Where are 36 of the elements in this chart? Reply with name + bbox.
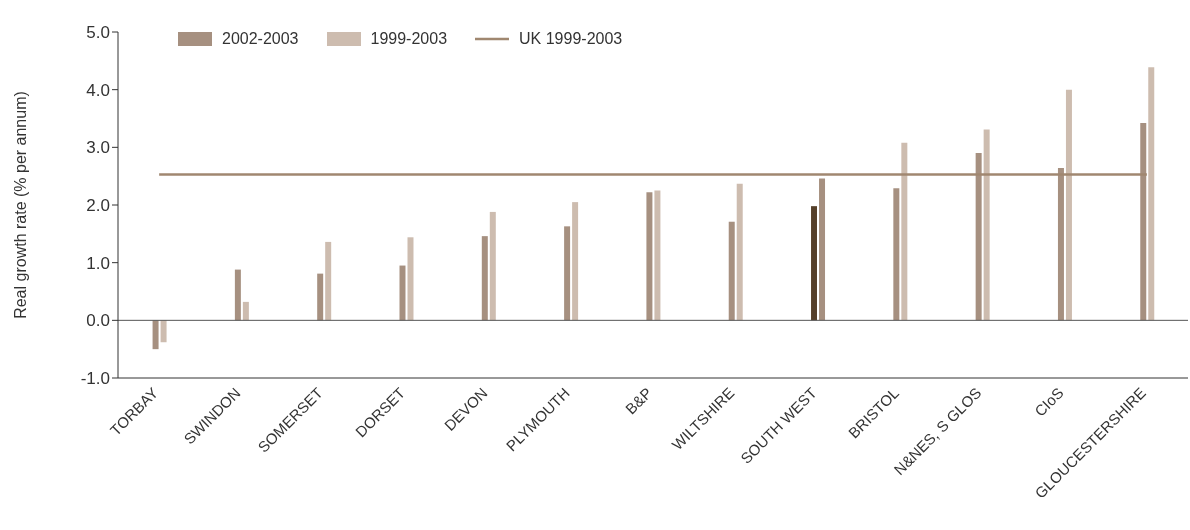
y-tick-label: 3.0 (86, 138, 110, 158)
bar (646, 192, 653, 321)
legend-label: 2002-2003 (222, 30, 299, 48)
bar (407, 237, 414, 321)
bar (654, 190, 661, 321)
bar (152, 320, 159, 350)
y-tick-label: 5.0 (86, 23, 110, 43)
bar (572, 202, 579, 321)
bar (811, 206, 818, 321)
legend-label: UK 1999-2003 (519, 30, 623, 48)
y-tick-label: 0.0 (86, 311, 110, 331)
bar (901, 142, 908, 321)
bar (1140, 123, 1147, 321)
bar (317, 273, 324, 321)
bar (736, 183, 743, 321)
bar (399, 265, 406, 321)
y-tick-label: 2.0 (86, 196, 110, 216)
bar (242, 301, 249, 321)
bar (1057, 168, 1064, 321)
bar (325, 241, 332, 321)
bar (975, 153, 982, 321)
bar (893, 188, 900, 321)
y-axis-title: Real growth rate (% per annum) (11, 91, 29, 319)
bar (1148, 67, 1155, 321)
bar (983, 129, 990, 321)
y-tick-label: -1.0 (80, 369, 110, 389)
bar (1065, 89, 1072, 321)
bar (481, 236, 488, 321)
bar (234, 269, 241, 321)
legend-label: 1999-2003 (370, 30, 448, 48)
bar (489, 211, 496, 321)
y-tick-label: 4.0 (86, 80, 110, 100)
bar (564, 226, 571, 321)
bar (728, 221, 735, 321)
bar (160, 320, 167, 343)
y-tick-label: 1.0 (86, 253, 110, 273)
